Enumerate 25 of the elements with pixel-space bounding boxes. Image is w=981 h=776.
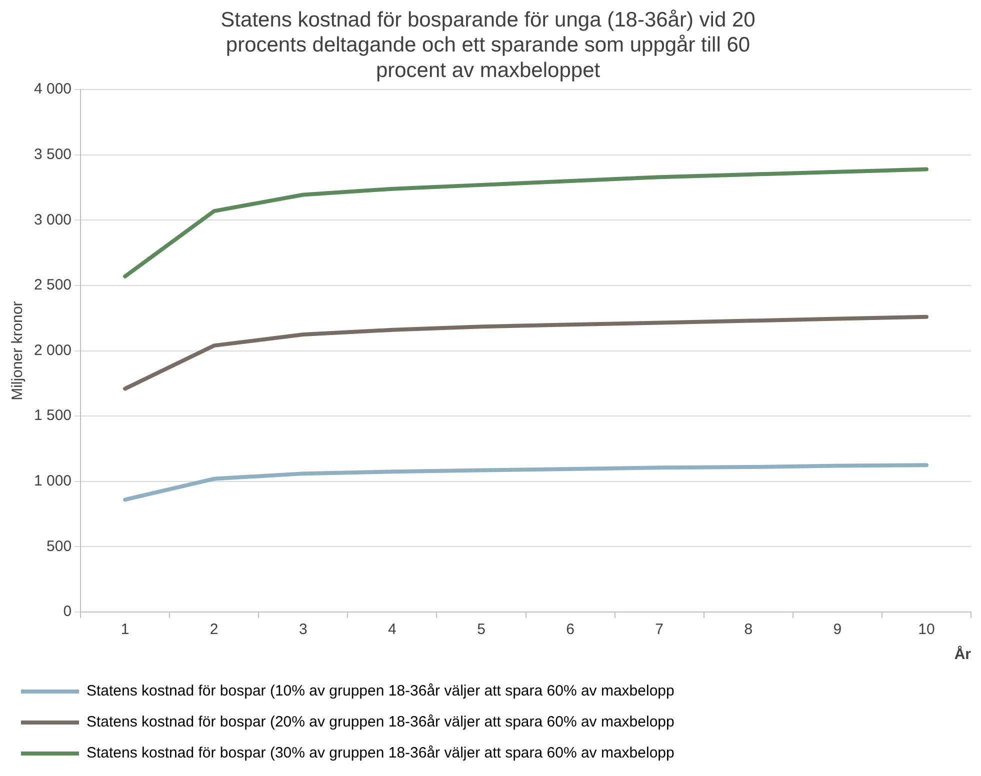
y-tick-label: 2 000: [34, 342, 72, 359]
x-tick-label: 1: [120, 621, 130, 638]
x-tick-label: 9: [833, 621, 842, 638]
x-tick-label: 7: [655, 621, 664, 638]
y-tick-label: 1 500: [34, 407, 72, 424]
x-tick-label: 4: [388, 621, 396, 638]
x-tick-label: 6: [566, 621, 574, 638]
chart-title: Statens kostnad för bosparande för unga (18-36år) vid 20 procents deltagande och ett sparande som uppgår till 60 procent av maxbeloppet: [220, 8, 756, 82]
y-tick-label: 2 500: [34, 276, 72, 294]
x-tick-label: 3: [298, 621, 308, 638]
x-axis-title: År: [954, 645, 972, 664]
y-tick-label: 3 500: [34, 146, 72, 164]
x-tick-label: 5: [477, 621, 486, 638]
y-axis-title: Miljoner kronor: [9, 301, 26, 400]
x-tick-label: 2: [210, 621, 218, 638]
x-tick-label: 10: [918, 621, 935, 638]
legend-label: Statens kostnad för bospar (10% av gruppen 18-36år väljer att spara 60% av maxbelopp: [86, 682, 674, 700]
y-tick-label: 1 000: [34, 472, 72, 490]
y-tick-label: 0: [63, 603, 72, 620]
x-tick-label: 8: [744, 621, 753, 638]
legend-label: Statens kostnad för bospar (20% av gruppen 18-36år väljer att spara 60% av maxbelopp: [86, 714, 674, 731]
y-tick-label: 3 000: [34, 211, 72, 228]
legend-label: Statens kostnad för bospar (30% av gruppen 18-36år väljer att spara 60% av maxbelopp: [86, 744, 674, 762]
y-tick-label: 4 000: [34, 80, 72, 98]
y-tick-label: 500: [46, 538, 72, 555]
